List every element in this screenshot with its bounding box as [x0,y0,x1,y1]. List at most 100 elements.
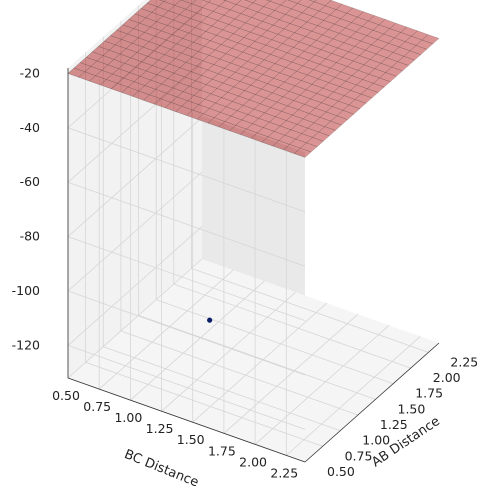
surface-patch [237,37,256,47]
surface-patch [295,12,314,23]
surface-patch [421,34,440,45]
surface-patch [269,0,287,6]
surface-patch [272,140,290,151]
surface-patch [246,55,265,66]
surface-patch [234,13,253,24]
surface-patch [366,29,385,40]
surface-patch [180,47,199,58]
surface-patch [313,63,331,74]
surface-patch [166,19,185,30]
surface-patch [316,87,335,98]
surface-patch [381,42,400,53]
surface-patch [271,87,290,97]
surface-patch [217,68,236,78]
surface-patch [99,79,118,89]
surface-patch [215,97,233,108]
surface-patch [139,17,157,28]
surface-patch [269,48,288,59]
surface-patch [162,10,180,21]
surface-patch [201,69,219,80]
surface-patch [356,79,374,89]
surface-patch [210,88,229,98]
surface-patch [178,76,196,87]
surface-patch [252,0,271,7]
surface-patch [391,61,409,72]
surface-patch [305,137,324,147]
surface-patch [113,53,132,64]
surface-patch [235,119,253,130]
surface-patch [329,9,348,19]
surface-patch [285,61,304,72]
surface-patch [348,99,367,110]
surface-patch [224,115,243,126]
surface-patch [225,101,244,111]
surface-patch [410,30,429,41]
surface-patch [404,35,423,46]
surface-patch [268,63,287,74]
marked-point-dot [207,317,213,323]
surface-patch [254,88,273,99]
surface-patch [250,79,268,90]
surface-patch [294,27,313,37]
surface-patch [360,88,379,99]
surface-patch [230,57,248,68]
surface-patch [213,112,232,122]
surface-patch [205,25,224,36]
surface-patch [283,23,302,33]
surface-patch [189,12,208,23]
surface-patch [145,65,164,75]
surface-patch [228,18,246,29]
surface-patch [155,83,173,94]
surface-patch [220,38,239,49]
surface-patch [302,60,320,70]
surface-patch [110,29,128,40]
surface-patch [180,0,197,5]
surface-patch [161,78,179,89]
surface-patch [299,89,318,100]
surface-patch [173,67,192,78]
surface-patch [244,84,262,95]
surface-patch [305,30,323,41]
z-tick-label: -20 [20,65,40,80]
surface-patch [162,63,181,74]
surface-patch [346,7,365,18]
surface-patch [211,20,230,31]
surface-patch [212,5,231,16]
surface-patch [121,86,140,97]
y-tick-label: 1.25 [146,421,174,436]
surface-patch [239,22,257,33]
surface-patch [253,103,272,114]
surface-patch [133,76,152,86]
surface-patch [354,93,373,104]
surface-patch [272,19,291,30]
surface-patch [148,35,167,46]
surface-patch [321,29,340,40]
surface-patch [314,49,333,60]
surface-patch [367,15,386,26]
surface-patch [226,33,245,44]
surface-patch [378,19,397,29]
surface-patch [273,72,291,83]
surface-patch [345,75,364,86]
surface-patch [334,18,352,29]
axis-lines [67,68,440,463]
z-tick-label: -120 [12,337,40,352]
surface-patch [204,93,223,104]
surface-patch [279,67,298,77]
surface-patch [322,82,341,93]
surface-patch [179,62,198,72]
surface-patch [250,132,269,143]
surface-patch [313,0,332,6]
surface-patch [263,0,282,11]
surface-patch [324,0,343,10]
surface-patch [386,52,405,62]
surface-patch [91,46,110,56]
surface-patch [84,66,103,76]
x-tick-label: 1.00 [362,433,390,448]
surface-patch [352,55,371,66]
surface-patch [165,34,184,45]
surface-patch [301,127,320,138]
surface-patch [387,37,406,48]
surface-patch [203,40,222,51]
surface-patch [188,80,207,91]
